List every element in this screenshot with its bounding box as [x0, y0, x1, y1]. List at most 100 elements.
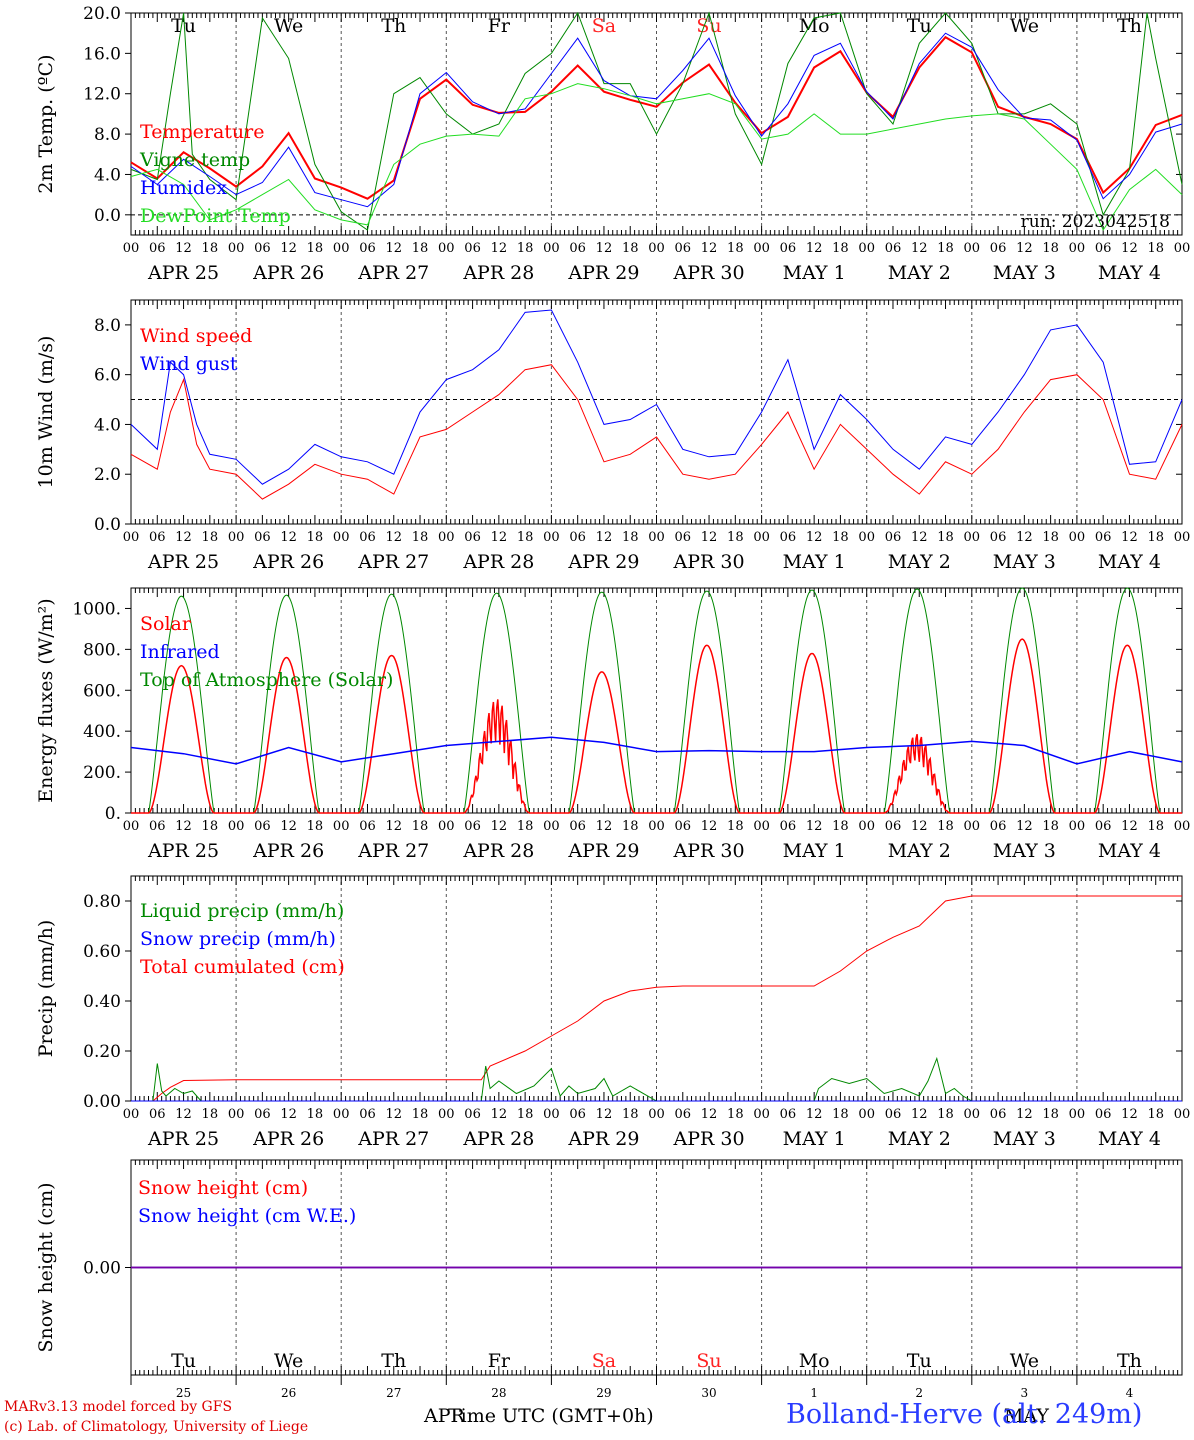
precip-ylabel: Precip (mm/h) — [35, 920, 57, 1058]
day-label: APR 30 — [673, 262, 745, 284]
bottom-day-number: 29 — [596, 1386, 611, 1400]
hour-tick-label: 12 — [175, 819, 192, 834]
hour-tick-label: 12 — [385, 241, 402, 256]
hour-tick-label: 18 — [727, 819, 744, 834]
hour-tick-label: 18 — [937, 241, 954, 256]
humidex-line — [130, 32, 1183, 208]
hour-tick-label: 06 — [675, 819, 692, 834]
hour-tick-label: 12 — [701, 241, 718, 256]
hour-tick-label: 00 — [1174, 241, 1191, 256]
temperature-line — [130, 35, 1183, 200]
hour-tick-label: 12 — [1121, 241, 1138, 256]
temp-ytick-label: 4.0 — [94, 165, 121, 185]
hour-tick-label: 00 — [1069, 241, 1086, 256]
day-label: MAY 3 — [993, 840, 1056, 862]
hour-tick-label: 00 — [123, 819, 140, 834]
weekday-label: Fr — [488, 15, 511, 37]
hour-tick-label: 00 — [648, 1107, 665, 1122]
day-label: APR 26 — [252, 551, 324, 573]
hour-tick-label: 06 — [359, 530, 376, 545]
hour-tick-label: 00 — [438, 819, 455, 834]
hour-tick-label: 18 — [937, 530, 954, 545]
day-label: APR 28 — [462, 551, 534, 573]
hour-tick-label: 18 — [412, 819, 429, 834]
hour-tick-label: 00 — [858, 1107, 875, 1122]
hour-tick-label: 12 — [280, 1107, 297, 1122]
hour-tick-label: 12 — [806, 530, 823, 545]
weekday-label: Th — [1117, 1350, 1142, 1372]
hour-tick-label: 00 — [858, 530, 875, 545]
day-label: APR 29 — [567, 262, 639, 284]
hour-tick-label: 00 — [753, 819, 770, 834]
temp-legend-item: Vigne temp — [139, 149, 250, 171]
weekday-label: Fr — [488, 1350, 511, 1372]
model-credit: MARv3.13 model forced by GFS — [4, 1399, 233, 1415]
hour-tick-label: 12 — [1016, 819, 1033, 834]
hour-tick-label: 18 — [937, 1107, 954, 1122]
hour-tick-label: 00 — [753, 1107, 770, 1122]
hour-tick-label: 12 — [491, 530, 508, 545]
temp-ytick-label: 16.0 — [83, 44, 121, 64]
hour-tick-label: 06 — [675, 530, 692, 545]
hour-tick-label: 00 — [648, 241, 665, 256]
hour-tick-label: 12 — [596, 819, 613, 834]
day-label: APR 28 — [462, 1128, 534, 1150]
precip-ytick-label: 0.60 — [83, 942, 121, 962]
hour-tick-label: 06 — [675, 241, 692, 256]
hour-tick-label: 06 — [1095, 241, 1112, 256]
hour-tick-label: 06 — [569, 241, 586, 256]
bottom-day-number: 25 — [176, 1386, 191, 1400]
hour-tick-label: 18 — [202, 530, 219, 545]
hour-tick-label: 18 — [202, 241, 219, 256]
hour-tick-label: 18 — [412, 530, 429, 545]
bottom-day-number: 30 — [701, 1386, 716, 1400]
hour-tick-label: 18 — [517, 530, 534, 545]
day-label: APR 25 — [147, 1128, 219, 1150]
snow-legend-item: Snow height (cm W.E.) — [138, 1205, 356, 1227]
hour-tick-label: 00 — [123, 1107, 140, 1122]
hour-tick-label: 18 — [202, 819, 219, 834]
weekday-label: We — [274, 15, 303, 37]
hour-tick-label: 12 — [385, 819, 402, 834]
hour-tick-label: 06 — [780, 530, 797, 545]
hour-tick-label: 12 — [385, 1107, 402, 1122]
day-label: APR 29 — [567, 840, 639, 862]
temp-legend-item: Humidex — [140, 177, 227, 199]
hour-tick-label: 18 — [832, 819, 849, 834]
precip-ytick-label: 0.40 — [83, 992, 121, 1012]
total-cumulated-cm-line — [131, 895, 1182, 1102]
hour-tick-label: 00 — [228, 1107, 245, 1122]
energy-legend-item: Top of Atmosphere (Solar) — [140, 669, 393, 691]
snow-ytick-label: 0.00 — [83, 1259, 121, 1279]
hour-tick-label: 18 — [937, 819, 954, 834]
hour-tick-label: 12 — [701, 819, 718, 834]
day-label: MAY 2 — [888, 1128, 951, 1150]
hour-tick-label: 00 — [858, 819, 875, 834]
day-label: APR 29 — [567, 1128, 639, 1150]
hour-tick-label: 06 — [464, 241, 481, 256]
hour-tick-label: 18 — [1042, 530, 1059, 545]
day-label: APR 27 — [357, 551, 429, 573]
bottom-month-apr: APR — [424, 1405, 465, 1427]
hour-tick-label: 18 — [307, 819, 324, 834]
wind-ytick-label: 8.0 — [94, 316, 121, 336]
day-label: MAY 3 — [993, 1128, 1056, 1150]
hour-tick-label: 06 — [569, 819, 586, 834]
hour-tick-label: 06 — [254, 1107, 271, 1122]
hour-tick-label: 12 — [596, 530, 613, 545]
energy-ytick-label: 0. — [105, 804, 121, 824]
day-label: MAY 3 — [993, 551, 1056, 573]
hour-tick-label: 00 — [543, 1107, 560, 1122]
hour-tick-label: 06 — [885, 241, 902, 256]
hour-tick-label: 06 — [990, 241, 1007, 256]
hour-tick-label: 00 — [228, 530, 245, 545]
day-label: APR 28 — [462, 262, 534, 284]
weekday-label: We — [1010, 15, 1039, 37]
weekday-label: Th — [381, 15, 406, 37]
hour-tick-label: 12 — [280, 530, 297, 545]
dewpoint-temp-line — [130, 83, 1183, 232]
hour-tick-label: 00 — [964, 241, 981, 256]
x-axis-title: Time UTC (GMT+0h) — [448, 1405, 654, 1427]
hour-tick-label: 18 — [412, 1107, 429, 1122]
hour-tick-label: 18 — [727, 1107, 744, 1122]
